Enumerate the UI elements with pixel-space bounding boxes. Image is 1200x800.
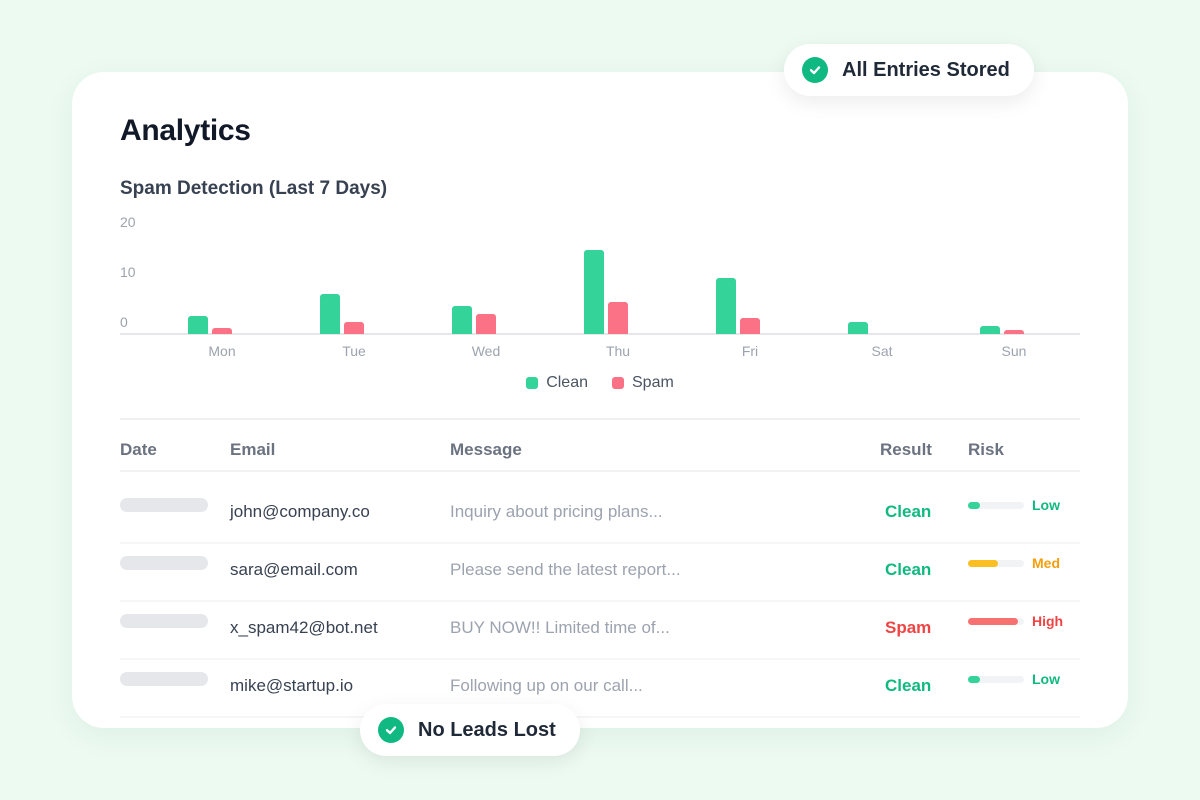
- email-cell: x_spam42@bot.net: [230, 618, 378, 637]
- page-title: Analytics: [120, 114, 251, 147]
- bar-clean[interactable]: [980, 326, 1000, 334]
- table-row[interactable]: x_spam42@bot.net BUY NOW!! Limited time …: [120, 602, 1080, 660]
- bar-group: [552, 212, 684, 334]
- legend-spam[interactable]: Spam: [612, 374, 674, 392]
- message-cell: Please send the latest report...: [450, 560, 681, 579]
- bar-clean[interactable]: [452, 306, 472, 334]
- message-cell: Following up on our call...: [450, 676, 643, 695]
- x-tick-label: Fri: [741, 343, 759, 359]
- all-entries-stored-badge: All Entries Stored: [784, 44, 1034, 96]
- bar-spam[interactable]: [344, 322, 364, 334]
- x-tick-label: Wed: [471, 343, 501, 359]
- bar-group: [288, 212, 420, 334]
- bar-group: [684, 212, 816, 334]
- bar-group: [156, 212, 288, 334]
- risk-label: Med: [1032, 555, 1060, 571]
- bar-spam[interactable]: [1004, 330, 1024, 334]
- column-email[interactable]: Email: [230, 440, 276, 459]
- chart-title: Spam Detection (Last 7 Days): [120, 178, 388, 199]
- legend-spam-label: Spam: [632, 374, 674, 391]
- legend-spam-swatch-icon: [612, 377, 624, 389]
- risk-bar: [968, 502, 1024, 509]
- analytics-card: Analytics Spam Detection (Last 7 Days) 2…: [72, 72, 1128, 728]
- bar-clean[interactable]: [848, 322, 868, 334]
- table-row[interactable]: mike@startup.io Following up on our call…: [120, 660, 1080, 718]
- column-result[interactable]: Result: [880, 440, 932, 459]
- date-placeholder: [120, 498, 208, 512]
- x-tick-label: Sun: [1001, 343, 1027, 359]
- badge-top-label: All Entries Stored: [842, 58, 1010, 81]
- risk-label: Low: [1032, 497, 1060, 513]
- bar-spam[interactable]: [740, 318, 760, 334]
- email-cell: mike@startup.io: [230, 676, 354, 695]
- bar-clean[interactable]: [320, 294, 340, 334]
- bar-spam[interactable]: [476, 314, 496, 334]
- risk-label: Low: [1032, 671, 1060, 687]
- bar-group: [948, 212, 1080, 334]
- column-date[interactable]: Date: [120, 440, 157, 459]
- no-leads-lost-badge: No Leads Lost: [360, 704, 580, 756]
- column-risk[interactable]: Risk: [968, 440, 1004, 459]
- date-placeholder: [120, 556, 208, 570]
- legend-clean-label: Clean: [546, 374, 588, 391]
- bar-clean[interactable]: [716, 278, 736, 334]
- email-cell: john@company.co: [230, 502, 370, 521]
- x-tick-label: Mon: [208, 343, 236, 359]
- section-divider: [120, 418, 1080, 420]
- badge-bottom-label: No Leads Lost: [418, 718, 556, 741]
- date-placeholder: [120, 614, 208, 628]
- message-cell: Inquiry about pricing plans...: [450, 502, 663, 521]
- x-tick-label: Sat: [871, 343, 893, 359]
- column-message[interactable]: Message: [450, 440, 522, 459]
- result-cell: Spam: [885, 618, 932, 637]
- result-cell: Clean: [885, 560, 932, 579]
- table-header: Date Email Message Result Risk: [120, 440, 1080, 472]
- bar-group: [420, 212, 552, 334]
- result-cell: Clean: [885, 502, 932, 521]
- bar-group: [816, 212, 948, 334]
- date-placeholder: [120, 672, 208, 686]
- y-tick-10: 10: [120, 264, 136, 280]
- check-circle-icon: [802, 57, 828, 83]
- y-tick-0: 0: [120, 314, 128, 330]
- message-cell: BUY NOW!! Limited time of...: [450, 618, 670, 637]
- result-cell: Clean: [885, 676, 932, 695]
- table-row[interactable]: john@company.co Inquiry about pricing pl…: [120, 486, 1080, 544]
- risk-bar: [968, 676, 1024, 683]
- bar-clean[interactable]: [584, 250, 604, 334]
- table-row[interactable]: sara@email.com Please send the latest re…: [120, 544, 1080, 602]
- x-axis: [120, 333, 1080, 335]
- risk-bar: [968, 618, 1024, 625]
- risk-label: High: [1032, 613, 1064, 629]
- check-circle-icon: [378, 717, 404, 743]
- bar-spam[interactable]: [608, 302, 628, 334]
- legend-clean-swatch-icon: [526, 377, 539, 389]
- risk-bar: [968, 560, 1024, 567]
- spam-detection-chart: 20 10 0 Mon Tue Wed Thu Fri Sat: [120, 212, 1080, 452]
- email-cell: sara@email.com: [230, 560, 358, 579]
- legend-clean[interactable]: Clean: [526, 374, 588, 392]
- chart-legend: Clean Spam: [120, 374, 1080, 392]
- bar-clean[interactable]: [188, 316, 208, 334]
- x-tick-label: Thu: [605, 343, 631, 359]
- y-tick-20: 20: [120, 214, 136, 230]
- bar-spam[interactable]: [212, 328, 232, 334]
- x-tick-label: Tue: [342, 343, 366, 359]
